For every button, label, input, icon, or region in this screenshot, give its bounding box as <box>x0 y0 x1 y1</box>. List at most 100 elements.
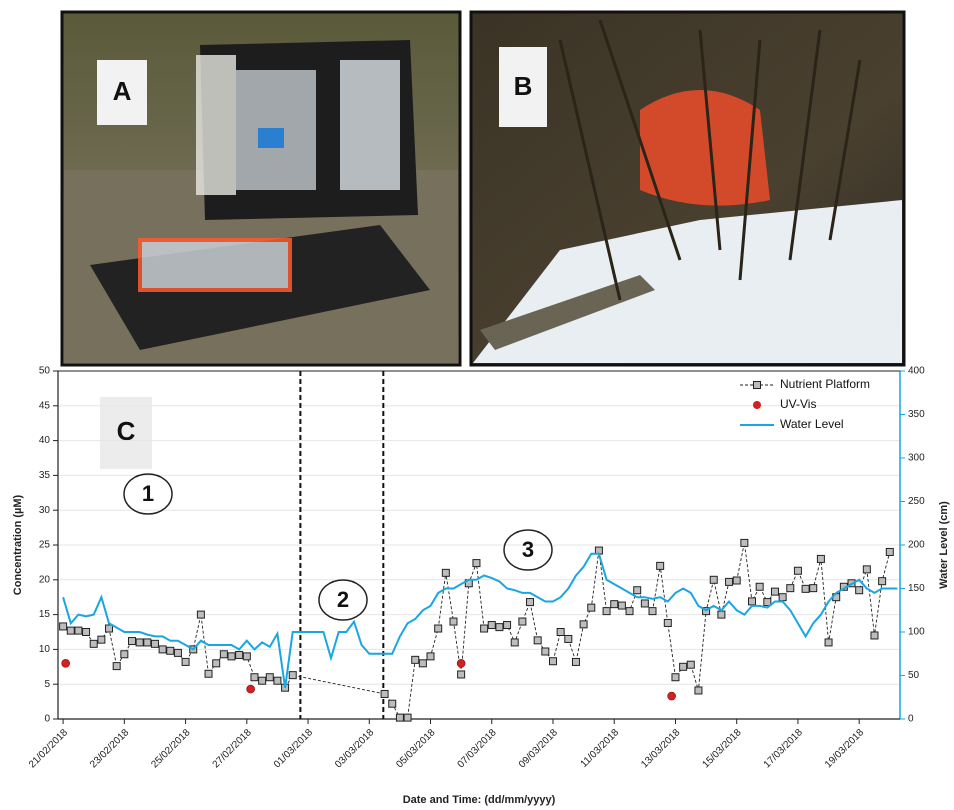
legend-label: Water Level <box>780 417 844 431</box>
y-tick-label: 45 <box>39 400 51 411</box>
legend-label: Nutrient Platform <box>780 377 870 391</box>
data-point <box>503 621 512 630</box>
data-point <box>472 559 481 568</box>
data-point <box>219 650 228 659</box>
x-tick-label: 17/03/2018 <box>762 727 805 770</box>
data-point <box>740 538 749 547</box>
data-point <box>885 547 894 556</box>
data-point <box>150 639 159 648</box>
label-box <box>499 47 547 127</box>
data-point <box>380 689 389 698</box>
y-tick-label: 40 <box>39 435 51 446</box>
data-point <box>288 671 297 680</box>
legend-label: UV-Vis <box>780 397 816 411</box>
data-point <box>434 624 443 633</box>
y2-tick-label: 350 <box>908 409 925 420</box>
data-point <box>778 593 787 602</box>
data-point <box>250 673 259 682</box>
y2-tick-label: 300 <box>908 453 925 464</box>
data-point <box>763 598 772 607</box>
y-tick-label: 20 <box>39 574 51 585</box>
data-point <box>579 620 588 629</box>
data-point <box>74 626 83 635</box>
data-point <box>862 565 871 574</box>
data-point <box>541 647 550 656</box>
annotation-circle <box>123 473 173 515</box>
data-point <box>89 639 98 648</box>
data-point <box>59 622 68 631</box>
data-point <box>755 582 764 591</box>
data-point <box>686 660 695 669</box>
y-tick-label: 30 <box>39 505 51 516</box>
y2-tick-label: 150 <box>908 583 925 594</box>
x-tick-label: 27/02/2018 <box>211 727 254 770</box>
annotation-circle <box>318 579 368 621</box>
data-point <box>181 657 190 666</box>
case-part <box>340 60 400 190</box>
data-point <box>870 631 879 640</box>
data-point <box>449 617 458 626</box>
panel-label: C <box>117 416 136 446</box>
grating <box>480 275 655 350</box>
data-point <box>816 554 825 563</box>
data-point <box>732 576 741 585</box>
x-tick-label: 25/02/2018 <box>149 727 192 770</box>
data-point <box>158 645 167 654</box>
data-point <box>625 607 634 616</box>
data-point <box>166 646 175 655</box>
x-tick-label: 01/03/2018 <box>272 727 315 770</box>
x-tick-label: 23/02/2018 <box>88 727 131 770</box>
data-point <box>235 650 244 659</box>
data-point <box>143 638 152 647</box>
annotation: 2 <box>337 587 349 612</box>
x-tick-label: 03/03/2018 <box>333 727 376 770</box>
data-point <box>648 607 657 616</box>
data-point <box>426 652 435 661</box>
x-tick-label: 15/03/2018 <box>701 727 744 770</box>
data-point <box>748 597 757 606</box>
data-point <box>441 568 450 577</box>
data-point <box>127 637 136 646</box>
data-point <box>793 566 802 575</box>
y-tick-label: 5 <box>44 679 50 690</box>
data-point <box>265 673 274 682</box>
x-tick-label: 07/03/2018 <box>456 727 499 770</box>
data-point <box>671 673 680 682</box>
y-tick-label: 0 <box>44 714 50 725</box>
data-point <box>786 584 795 593</box>
data-point <box>97 635 106 644</box>
data-point <box>120 650 129 659</box>
case-part <box>258 128 284 148</box>
y-tick-label: 15 <box>39 609 51 620</box>
y2-axis-title: Water Level (cm) <box>938 501 950 589</box>
data-point <box>640 599 649 608</box>
data-point <box>135 638 144 647</box>
y-axis-title: Concentration (µM) <box>12 494 24 595</box>
data-point <box>518 617 527 626</box>
series-line-dashed <box>62 542 891 719</box>
y2-tick-label: 50 <box>908 670 920 681</box>
data-point <box>602 607 611 616</box>
data-point <box>246 684 255 694</box>
data-point <box>456 659 466 668</box>
y2-tick-label: 400 <box>908 366 925 377</box>
data-point <box>82 628 91 636</box>
data-point <box>667 691 676 701</box>
data-point <box>709 575 718 584</box>
data-point <box>105 624 114 633</box>
data-point <box>526 598 535 607</box>
x-tick-label: 05/03/2018 <box>394 727 437 770</box>
data-point <box>510 638 519 647</box>
data-point <box>855 586 864 595</box>
data-point <box>395 713 404 722</box>
data-point <box>548 657 557 666</box>
panel-label-box <box>100 397 152 469</box>
data-point <box>656 561 665 570</box>
data-point <box>457 670 466 679</box>
data-point <box>801 584 810 593</box>
data-point <box>112 662 121 671</box>
y-tick-label: 35 <box>39 470 51 481</box>
data-point <box>556 628 565 636</box>
water-level-line <box>62 552 898 688</box>
data-point <box>411 655 420 664</box>
